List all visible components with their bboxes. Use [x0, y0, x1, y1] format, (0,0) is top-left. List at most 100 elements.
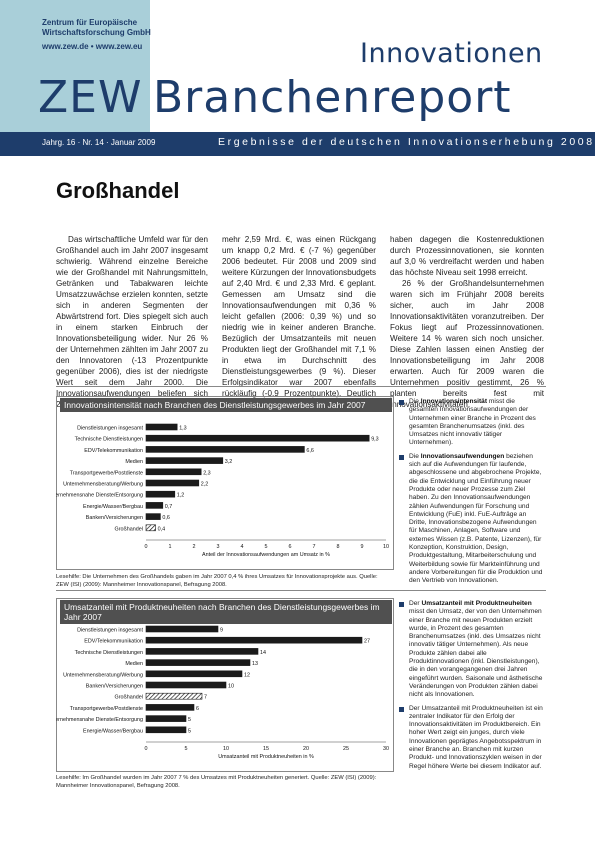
bar	[145, 513, 161, 520]
chart-2-notes: Der Umsatzanteil mit Produktneuheiten mi…	[399, 600, 545, 776]
bar	[145, 648, 259, 655]
note-text: Die Innovationsintensität misst die gesa…	[409, 398, 536, 447]
category-label: Unternehmensberatung/Werbung	[63, 482, 143, 488]
category-label: Banken/Versicherungen	[86, 684, 143, 690]
bar	[145, 457, 224, 464]
chart-1-notes: Die Innovationsintensität misst die gesa…	[399, 398, 545, 591]
note-item: Die Innovationsaufwendungen beziehen sic…	[399, 453, 545, 586]
category-label: Dienstleistungen insgesamt	[77, 628, 143, 634]
bar	[145, 636, 363, 644]
chart-1-frame	[56, 396, 394, 570]
tick-label: 9	[361, 544, 364, 550]
x-axis-title: Anteil der Innovationsaufwendungen am Um…	[202, 552, 330, 558]
tick-label: 5	[265, 544, 268, 550]
tick-label: 2	[193, 544, 196, 550]
tick-label: 10	[223, 746, 229, 752]
value-label: 1,2	[177, 493, 185, 499]
bar	[145, 670, 243, 678]
chart-2-caption: Lesehilfe: Im Großhandel wurden im Jahr …	[56, 775, 377, 789]
category-label: EDV/Telekommunikation	[84, 639, 143, 645]
value-label: 2,2	[201, 482, 209, 488]
chart-2-title: Umsatzanteil mit Produktneuheiten nach B…	[60, 600, 392, 624]
tick-label: 25	[343, 746, 349, 752]
divider	[56, 386, 546, 387]
bullet-square-icon	[399, 454, 404, 460]
divider	[56, 590, 546, 591]
bar	[145, 715, 187, 722]
tick-label: 6	[289, 544, 292, 550]
note-item: Der Umsatzanteil mit Produktneuheiten mi…	[399, 600, 545, 700]
value-label: 1,3	[179, 426, 187, 432]
tick-label: 0	[145, 544, 148, 550]
page-title: Großhandel	[56, 178, 180, 203]
text-column-2: mehr 2,59 Mrd. €, was einen Rückgang um …	[222, 234, 376, 410]
value-label: 6	[196, 706, 199, 712]
institute-name-2: Wirtschaftsforschung GmbH	[42, 28, 151, 37]
header-subtitle: Ergebnisse der deutschen Innovationserhe…	[218, 136, 595, 148]
bar	[145, 659, 251, 666]
header-tint-panel	[0, 0, 150, 132]
note-text: Der Umsatzanteil mit Produktneuheiten is…	[409, 704, 543, 770]
note-item: Der Umsatzanteil mit Produktneuheiten is…	[399, 705, 545, 771]
text-column-3: haben dagegen die Kostenreduktionen durc…	[390, 234, 544, 410]
value-label: 13	[252, 661, 258, 667]
category-label: Großhandel	[115, 526, 143, 532]
value-label: 3,2	[225, 459, 233, 465]
tick-label: 8	[337, 544, 340, 550]
bar	[145, 625, 219, 633]
issue-info: Jahrg. 16 · Nr. 14 · Januar 2009	[42, 138, 156, 147]
bullet-square-icon	[399, 602, 404, 607]
note-text: Die Innovationsaufwendungen beziehen sic…	[409, 452, 543, 585]
tick-label: 15	[263, 746, 269, 752]
paragraph: mehr 2,59 Mrd. €, was einen Rückgang um …	[222, 235, 376, 409]
bullet-square-icon	[399, 706, 404, 712]
value-label: 5	[188, 728, 191, 734]
bar	[145, 434, 370, 442]
category-label: Technische Dienstleistungen	[75, 650, 143, 656]
note-item: Die Innovationsintensität misst die gesa…	[399, 398, 545, 448]
tick-label: 5	[185, 746, 188, 752]
bar	[145, 468, 202, 476]
bar	[145, 423, 178, 431]
header-panel	[150, 0, 595, 132]
value-label: 7	[204, 695, 207, 701]
chart-1-title: Innovationsintensität nach Branchen des …	[60, 398, 392, 412]
category-label: Banken/Versicherungen	[86, 515, 143, 521]
bullet-square-icon	[399, 400, 404, 405]
tick-label: 7	[313, 544, 316, 550]
institute-name-1: Zentrum für Europäische	[42, 18, 138, 27]
value-label: 2,3	[203, 470, 211, 476]
note-text: Der Umsatzanteil mit Produktneuheiten mi…	[409, 600, 543, 699]
bar	[145, 692, 203, 700]
paragraph: haben dagegen die Kostenreduktionen durc…	[390, 235, 544, 277]
tick-label: 10	[383, 544, 389, 550]
paragraph: Das wirtschaftliche Umfeld war für den G…	[56, 235, 208, 409]
tick-label: 4	[241, 544, 244, 550]
value-label: 9,3	[371, 437, 379, 443]
tick-label: 20	[303, 746, 309, 752]
bar	[145, 704, 195, 711]
chart-1-plot: Dienstleistungen insgesamt 1,3 Technische …	[56, 423, 389, 558]
category-label: Großhandel	[115, 695, 143, 701]
bar	[145, 502, 164, 509]
value-label: 9	[220, 628, 223, 634]
chart-1-caption: Lesehilfe: Die Unternehmen des Großhande…	[56, 574, 378, 588]
value-label: 6,6	[306, 448, 314, 454]
category-label: Medien	[125, 459, 143, 465]
chart-2-frame	[56, 598, 394, 772]
series-top-title: Innovationen	[360, 38, 543, 69]
category-label: Technische Dienstleistungen	[75, 437, 143, 443]
bar	[145, 524, 156, 532]
category-label: Unternehmensberatung/Werbung	[63, 672, 143, 678]
category-label: Unternehmensnahe Dienste/Entsorgung	[56, 717, 143, 723]
category-label: Dienstleistungen insgesamt	[77, 426, 143, 432]
category-label: Transportgewerbe/Postdienste	[70, 706, 143, 712]
chart-2-plot: Dienstleistungen insgesamt 9 EDV/Telekommu…	[56, 625, 389, 760]
value-label: 14	[260, 650, 266, 656]
value-label: 0,6	[162, 515, 170, 521]
institute-url: www.zew.de • www.zew.eu	[42, 42, 143, 51]
tick-label: 0	[145, 746, 148, 752]
value-label: 27	[364, 639, 370, 645]
value-label: 10	[228, 684, 234, 690]
tick-label: 30	[383, 746, 389, 752]
